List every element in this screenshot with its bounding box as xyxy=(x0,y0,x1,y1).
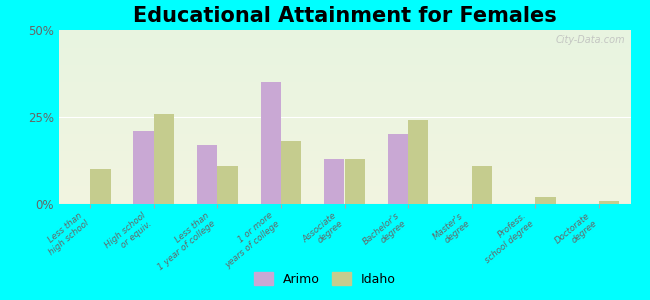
Bar xyxy=(472,166,492,204)
Bar xyxy=(281,141,302,204)
Bar xyxy=(133,131,154,204)
Bar xyxy=(599,200,619,204)
Bar xyxy=(154,113,174,204)
Title: Educational Attainment for Females: Educational Attainment for Females xyxy=(133,6,556,26)
Bar xyxy=(344,159,365,204)
Text: City-Data.com: City-Data.com xyxy=(555,35,625,45)
Bar xyxy=(535,197,556,204)
Bar xyxy=(408,121,428,204)
Bar xyxy=(324,159,345,204)
Bar xyxy=(387,134,408,204)
Bar xyxy=(197,145,217,204)
Bar xyxy=(90,169,110,204)
Bar xyxy=(217,166,238,204)
Bar xyxy=(261,82,281,204)
Legend: Arimo, Idaho: Arimo, Idaho xyxy=(249,267,401,291)
